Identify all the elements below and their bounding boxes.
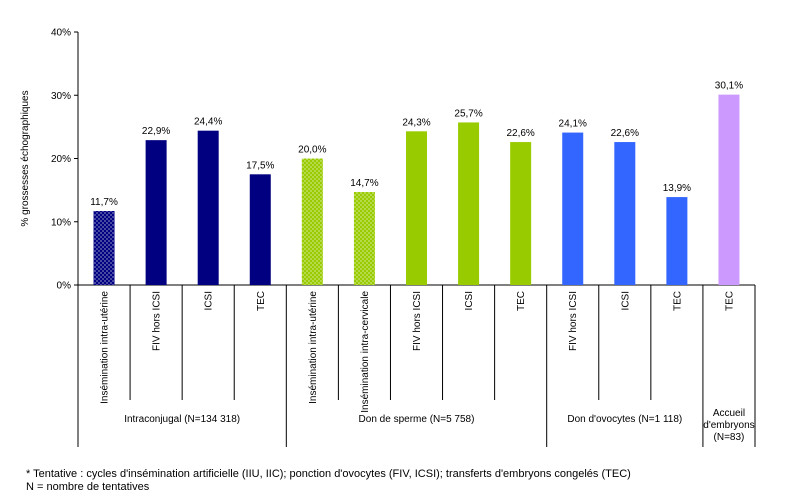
category-label: TEC [256, 291, 267, 311]
category-label: Insémination intra-utérine [100, 291, 111, 404]
axes [74, 31, 756, 447]
bar-value-label: 13,9% [663, 183, 691, 194]
category-label: ICSI [464, 291, 475, 310]
y-tick-label: 0% [57, 281, 72, 292]
footnote-tentative: * Tentative : cycles d'insémination arti… [26, 468, 631, 480]
category-label: FIV hors ICSI [412, 291, 423, 351]
bar [145, 140, 167, 285]
y-tick-label: 40% [51, 28, 71, 39]
category-label: TEC [672, 291, 683, 311]
bar [718, 94, 740, 286]
y-tick-label: 20% [51, 154, 71, 165]
footnote-n: N = nombre de tentatives [26, 481, 150, 493]
y-tick-label: 10% [51, 217, 71, 228]
bar [93, 210, 115, 285]
bar [614, 142, 636, 285]
category-label: TEC [516, 291, 527, 311]
bar [406, 131, 427, 285]
labels: 0% 10% 20% 30% 40% % grossesses échographique… [20, 28, 755, 444]
bar-value-label: 24,4% [194, 117, 222, 128]
bar [562, 132, 584, 285]
bar-value-label: 25,7% [454, 108, 482, 119]
y-tick-label: 30% [51, 91, 71, 102]
bar [301, 158, 323, 285]
category-label: FIV hors ICSI [152, 291, 163, 351]
bar-value-label: 22,6% [611, 128, 639, 139]
bar [510, 142, 532, 285]
bar-value-label: 14,7% [350, 178, 378, 189]
bar-value-label: 30,1% [715, 81, 743, 92]
bar [458, 122, 480, 285]
bar [353, 192, 375, 285]
bar [197, 130, 219, 285]
group-label: Don de sperme (N=5 758) [359, 414, 475, 425]
bar-value-label: 20,0% [298, 145, 326, 156]
category-label: FIV hors ICSI [568, 291, 579, 351]
bar [666, 197, 688, 285]
category-label: ICSI [620, 291, 631, 310]
bar-value-label: 22,6% [506, 128, 534, 139]
y-axis-title: % grossesses échographiques [20, 90, 31, 226]
bar-value-label: 11,7% [90, 197, 118, 208]
category-label: Insémination intra-cervicale [360, 291, 371, 413]
bars [93, 94, 740, 286]
category-label: Insémination intra-utérine [308, 291, 319, 404]
bar-value-label: 24,3% [402, 117, 430, 128]
group-label: Accueil d'embryons (N=83) [703, 408, 754, 443]
bar [249, 174, 271, 285]
bar-chart: 0% 10% 20% 30% 40% % grossesses échographique… [20, 28, 756, 447]
group-label: Intraconjugal (N=134 318) [124, 414, 240, 425]
bar-value-label: 22,9% [142, 126, 170, 137]
group-label: Don d'ovocytes (N=1 118) [567, 414, 682, 425]
bar-value-label: 17,5% [246, 160, 274, 171]
bar-value-label: 24,1% [559, 119, 587, 130]
category-label: ICSI [204, 291, 215, 310]
category-label: TEC [724, 291, 735, 311]
